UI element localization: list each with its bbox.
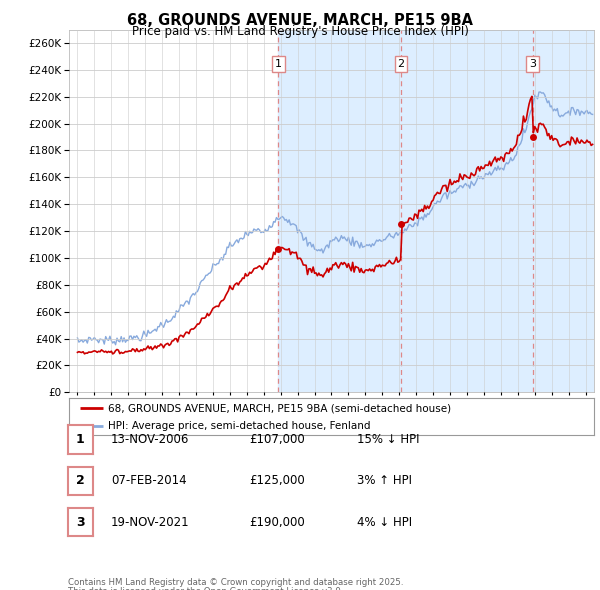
Text: £125,000: £125,000 bbox=[249, 474, 305, 487]
Text: 2: 2 bbox=[76, 474, 85, 487]
Text: £107,000: £107,000 bbox=[249, 433, 305, 446]
Text: 68, GROUNDS AVENUE, MARCH, PE15 9BA (semi-detached house): 68, GROUNDS AVENUE, MARCH, PE15 9BA (sem… bbox=[109, 403, 452, 413]
Text: 4% ↓ HPI: 4% ↓ HPI bbox=[357, 516, 412, 529]
Text: 19-NOV-2021: 19-NOV-2021 bbox=[111, 516, 190, 529]
Text: 15% ↓ HPI: 15% ↓ HPI bbox=[357, 433, 419, 446]
Bar bbox=[533, 30, 594, 392]
Text: 13-NOV-2006: 13-NOV-2006 bbox=[111, 433, 190, 446]
Text: Price paid vs. HM Land Registry's House Price Index (HPI): Price paid vs. HM Land Registry's House … bbox=[131, 25, 469, 38]
Text: 2: 2 bbox=[397, 59, 404, 69]
Text: £190,000: £190,000 bbox=[249, 516, 305, 529]
Text: 3: 3 bbox=[76, 516, 85, 529]
Text: This data is licensed under the Open Government Licence v3.0.: This data is licensed under the Open Gov… bbox=[68, 587, 343, 590]
Text: 1: 1 bbox=[275, 59, 282, 69]
Text: Contains HM Land Registry data © Crown copyright and database right 2025.: Contains HM Land Registry data © Crown c… bbox=[68, 578, 403, 587]
Text: 68, GROUNDS AVENUE, MARCH, PE15 9BA: 68, GROUNDS AVENUE, MARCH, PE15 9BA bbox=[127, 13, 473, 28]
Text: HPI: Average price, semi-detached house, Fenland: HPI: Average price, semi-detached house,… bbox=[109, 421, 371, 431]
Text: 1: 1 bbox=[76, 433, 85, 446]
Bar bbox=[401, 30, 533, 392]
Text: 07-FEB-2014: 07-FEB-2014 bbox=[111, 474, 187, 487]
Bar bbox=[278, 30, 401, 392]
Text: 3: 3 bbox=[529, 59, 536, 69]
Text: 3% ↑ HPI: 3% ↑ HPI bbox=[357, 474, 412, 487]
